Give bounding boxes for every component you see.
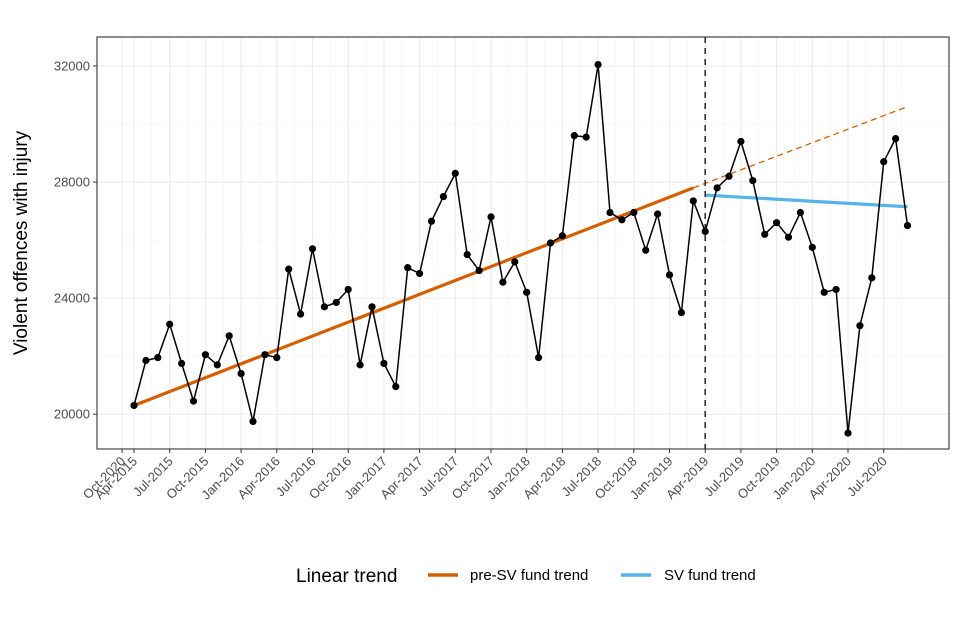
y-tick-label: 20000 xyxy=(54,407,90,422)
data-point xyxy=(142,356,150,365)
data-point xyxy=(416,269,424,278)
data-point xyxy=(892,134,900,143)
trend-projection-pre-sv xyxy=(693,106,908,189)
y-axis: 20000 24000 28000 32000 xyxy=(54,59,97,422)
trend-line-sv xyxy=(705,193,908,209)
data-point xyxy=(427,217,436,225)
data-point xyxy=(725,172,733,180)
data-layer xyxy=(130,37,912,449)
data-point xyxy=(130,401,138,410)
data-point xyxy=(499,278,507,286)
trend-line-pre-sv xyxy=(133,186,694,407)
legend: Linear trend pre-SV fund trend SV fund t… xyxy=(296,566,756,587)
data-point xyxy=(344,285,352,294)
data-point xyxy=(665,271,674,279)
data-point xyxy=(380,359,388,368)
data-point xyxy=(677,309,686,317)
data-point xyxy=(273,354,281,362)
data-point xyxy=(642,246,650,254)
data-point xyxy=(582,133,590,141)
data-point xyxy=(737,137,745,146)
data-point xyxy=(404,264,412,272)
data-point xyxy=(713,184,721,192)
data-point xyxy=(618,216,626,224)
data-point xyxy=(606,208,614,217)
data-point xyxy=(808,243,816,251)
data-point xyxy=(654,210,662,218)
data-point xyxy=(570,132,578,140)
data-point xyxy=(796,208,805,217)
plot-panel xyxy=(97,37,949,449)
data-point xyxy=(237,369,245,378)
data-point xyxy=(487,213,495,221)
data-point xyxy=(868,274,876,282)
data-point xyxy=(820,288,828,296)
data-point xyxy=(784,233,793,241)
data-point xyxy=(701,227,709,235)
data-point xyxy=(392,383,400,391)
y-tick-label: 32000 xyxy=(54,59,90,74)
data-point xyxy=(594,60,602,69)
data-point xyxy=(475,266,483,275)
data-point xyxy=(880,158,888,166)
grid xyxy=(97,37,949,449)
y-axis-title: Violent offences with injury xyxy=(11,130,32,355)
data-point xyxy=(511,258,519,266)
data-point xyxy=(523,288,531,296)
legend-label-sv: SV fund trend xyxy=(664,567,756,584)
plot-border xyxy=(96,36,950,450)
data-point xyxy=(189,397,198,405)
legend-title: Linear trend xyxy=(296,566,397,587)
data-point xyxy=(297,310,305,318)
data-point xyxy=(903,221,912,230)
data-point xyxy=(213,361,221,369)
data-point xyxy=(154,354,162,362)
data-point xyxy=(535,354,543,362)
data-point xyxy=(749,177,757,185)
data-point xyxy=(166,320,174,328)
data-point xyxy=(178,359,186,368)
data-point xyxy=(832,285,840,294)
x-tick-label: Jul-2020 xyxy=(844,454,890,500)
y-tick-label: 24000 xyxy=(54,291,90,306)
legend-label-pre-sv: pre-SV fund trend xyxy=(470,567,588,584)
data-point xyxy=(439,192,447,201)
y-tick-label: 28000 xyxy=(54,175,90,190)
data-point xyxy=(844,429,852,437)
data-point xyxy=(308,245,317,253)
data-point xyxy=(320,303,328,311)
data-point xyxy=(356,361,364,369)
data-point xyxy=(451,169,459,177)
data-point xyxy=(761,230,769,238)
data-point xyxy=(249,417,257,426)
data-point xyxy=(225,332,233,340)
data-point xyxy=(630,208,638,217)
data-point xyxy=(368,303,376,311)
data-point xyxy=(856,322,864,330)
data-point xyxy=(773,219,781,227)
data-point xyxy=(546,239,555,247)
data-point xyxy=(201,351,209,359)
data-point xyxy=(332,298,340,307)
data-point xyxy=(689,197,697,205)
x-axis: Apr-2015Jul-2015Oct-2015Jan-2016Apr-2016… xyxy=(80,449,890,502)
data-point xyxy=(463,251,471,259)
data-point xyxy=(558,232,567,240)
data-point xyxy=(285,265,293,273)
data-point xyxy=(261,351,269,359)
